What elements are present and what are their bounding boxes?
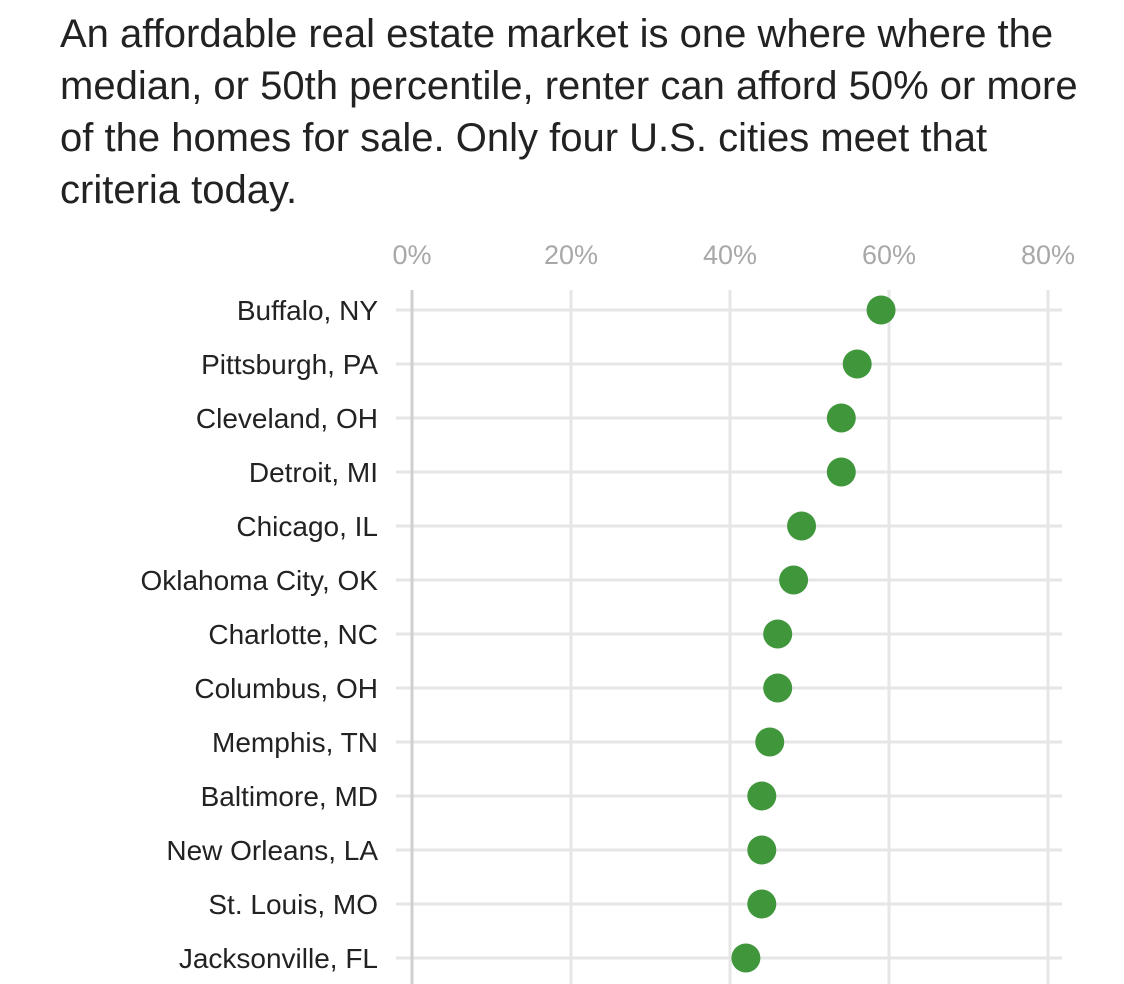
data-point-new-orleans-la xyxy=(747,835,777,865)
x-tick-label-0: 0% xyxy=(392,240,431,270)
category-label-jacksonville-fl: Jacksonville, FL xyxy=(179,943,378,974)
category-label-chicago-il: Chicago, IL xyxy=(236,511,378,542)
category-label-pittsburgh-pa: Pittsburgh, PA xyxy=(201,349,378,380)
data-point-buffalo-ny xyxy=(866,295,896,325)
data-point-columbus-oh xyxy=(763,673,793,703)
x-tick-label-80: 80% xyxy=(1021,240,1075,270)
data-point-detroit-mi xyxy=(826,457,856,487)
data-point-oklahoma-city-ok xyxy=(779,565,809,595)
gridlines xyxy=(396,290,1062,984)
category-label-buffalo-ny: Buffalo, NY xyxy=(237,295,378,326)
category-label-columbus-oh: Columbus, OH xyxy=(194,673,378,704)
x-tick-label-60: 60% xyxy=(862,240,916,270)
category-label-charlotte-nc: Charlotte, NC xyxy=(208,619,378,650)
chart-title: An affordable real estate market is one … xyxy=(60,12,1078,212)
data-point-st-louis-mo xyxy=(747,889,777,919)
category-label-memphis-tn: Memphis, TN xyxy=(212,727,378,758)
category-label-st-louis-mo: St. Louis, MO xyxy=(208,889,378,920)
data-point-charlotte-nc xyxy=(763,619,793,649)
data-points xyxy=(731,295,896,973)
data-point-cleveland-oh xyxy=(826,403,856,433)
category-labels: Buffalo, NY Pittsburgh, PA Cleveland, OH De… xyxy=(140,295,378,974)
category-label-baltimore-md: Baltimore, MD xyxy=(201,781,378,812)
x-axis-ticks: 0% 20% 40% 60% 80% xyxy=(392,240,1075,270)
category-label-cleveland-oh: Cleveland, OH xyxy=(196,403,378,434)
x-tick-label-20: 20% xyxy=(544,240,598,270)
x-tick-label-40: 40% xyxy=(703,240,757,270)
data-point-pittsburgh-pa xyxy=(842,349,872,379)
category-label-oklahoma-city-ok: Oklahoma City, OK xyxy=(140,565,378,596)
data-point-memphis-tn xyxy=(755,727,785,757)
data-point-jacksonville-fl xyxy=(731,943,761,973)
data-point-chicago-il xyxy=(787,511,817,541)
category-label-new-orleans-la: New Orleans, LA xyxy=(166,835,378,866)
category-label-detroit-mi: Detroit, MI xyxy=(249,457,378,488)
data-point-baltimore-md xyxy=(747,781,777,811)
